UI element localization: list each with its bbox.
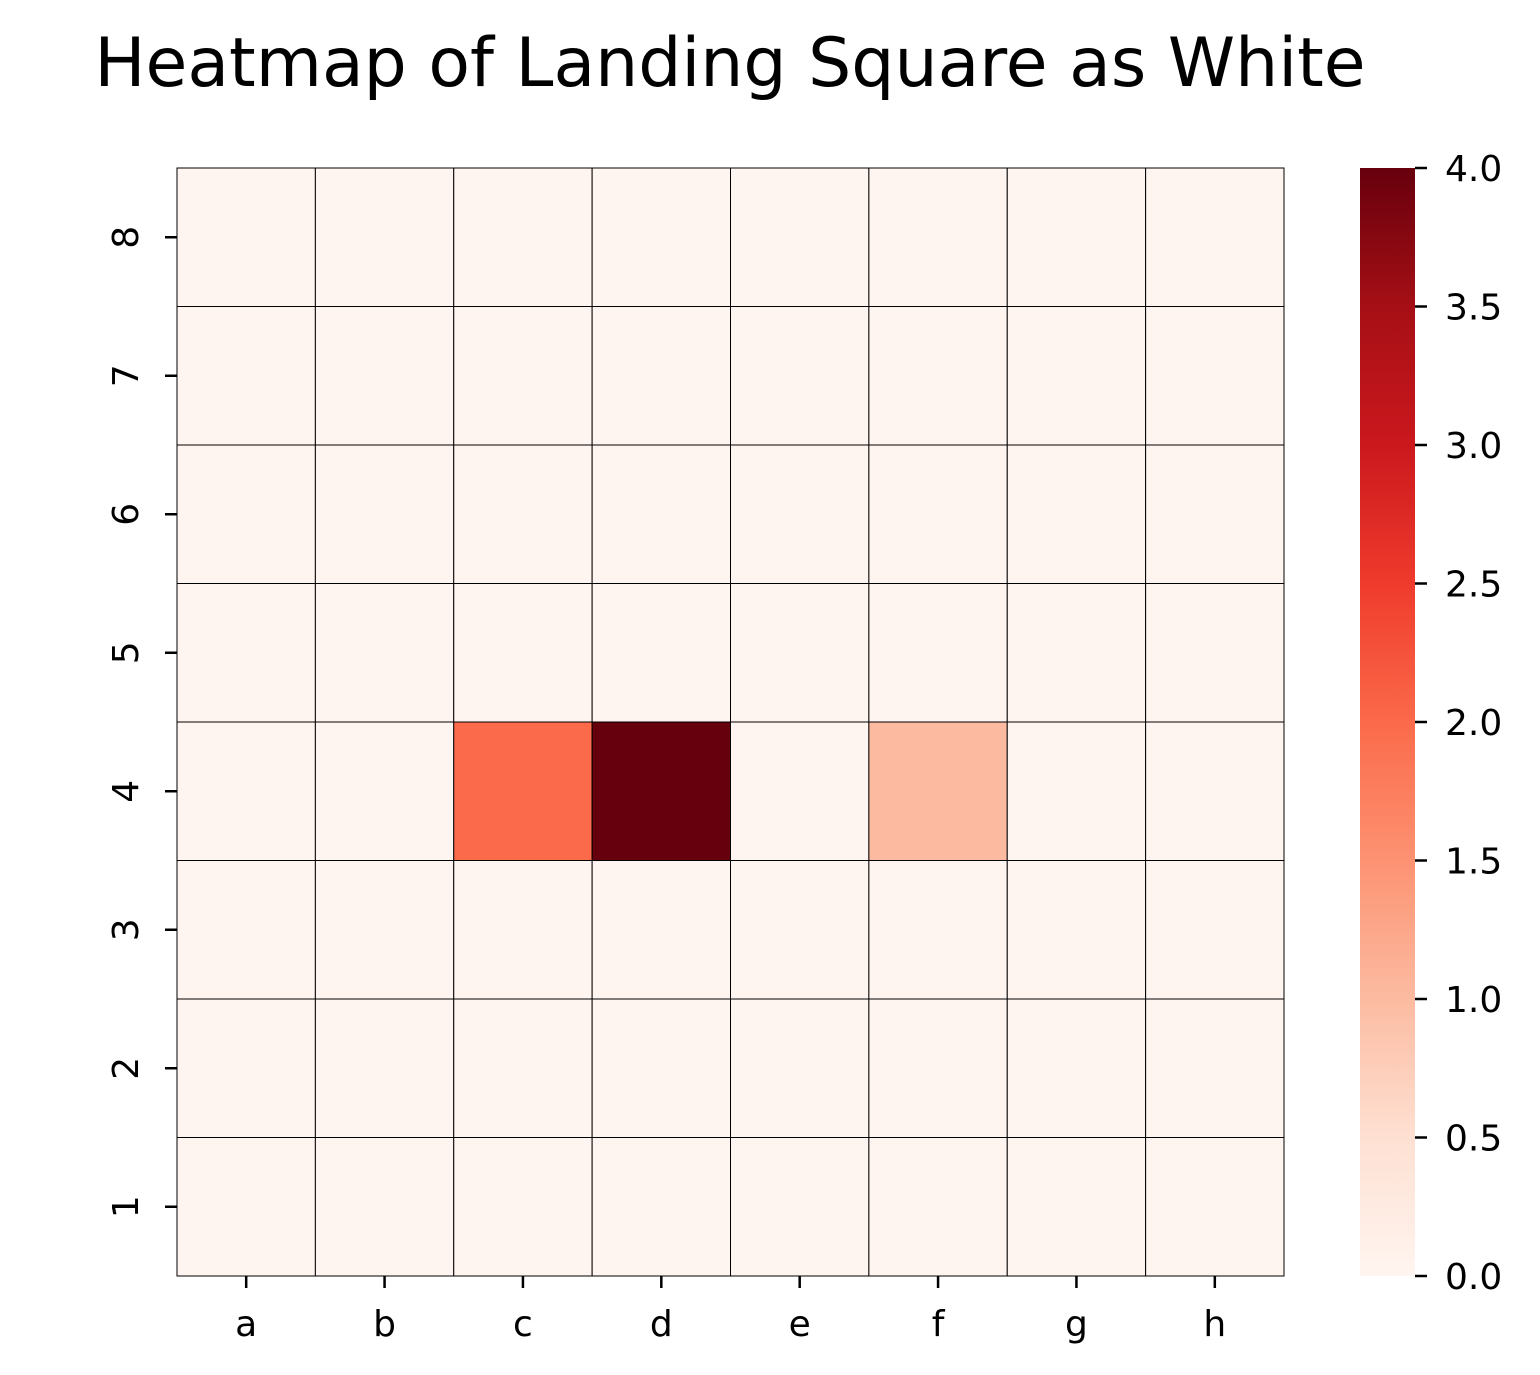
heatmap-cell-b4 — [314, 721, 455, 861]
heatmap-cell-a3 — [176, 860, 316, 1000]
heatmap-cell-h1 — [1145, 1137, 1285, 1277]
heatmap-cell-c6 — [453, 444, 593, 584]
heatmap-cell-e4 — [730, 721, 870, 861]
heatmap-cell-h5 — [1145, 583, 1285, 723]
heatmap-cell-b6 — [314, 444, 455, 584]
colorbar: 0.0 0.5 1.0 1.5 2.0 2.5 3.0 3.5 4.0 — [1360, 149, 1502, 1298]
heatmap-cell-a4 — [176, 721, 316, 861]
heatmap-cell-a8 — [176, 167, 316, 307]
heatmap-cell-d6 — [591, 444, 731, 584]
heatmap-cell-h7 — [1145, 306, 1285, 446]
y-axis: 8 7 6 5 4 3 2 1 — [106, 226, 177, 1218]
colorbar-tick-label-2.5: 2.5 — [1445, 565, 1502, 606]
heatmap-cell-d2 — [591, 998, 731, 1138]
heatmap-cell-c7 — [453, 306, 593, 446]
heatmap-cell-f6 — [868, 444, 1008, 584]
heatmap-cell-b2 — [314, 998, 455, 1138]
x-tick-label-b: b — [373, 1304, 396, 1345]
heatmap-cell-f4 — [868, 721, 1008, 861]
heatmap-cell-g7 — [1006, 306, 1147, 446]
heatmap-cell-f8 — [868, 167, 1008, 307]
heatmap-cell-d1 — [591, 1137, 731, 1277]
heatmap-cell-c2 — [453, 998, 593, 1138]
x-tick-label-e: e — [789, 1304, 811, 1345]
colorbar-tick-label-0.0: 0.0 — [1445, 1257, 1502, 1298]
heatmap-cell-e3 — [730, 860, 870, 1000]
colorbar-tick-label-1.5: 1.5 — [1445, 842, 1502, 883]
y-tick-label-6: 6 — [106, 503, 147, 526]
y-tick-label-4: 4 — [106, 780, 147, 803]
heatmap-cell-e5 — [730, 583, 870, 723]
heatmap-cell-b3 — [314, 860, 455, 1000]
colorbar-tick-label-3.5: 3.5 — [1445, 288, 1502, 329]
heatmap-cell-c4 — [453, 721, 593, 861]
colorbar-gradient — [1360, 168, 1415, 1276]
heatmap-cell-g8 — [1006, 167, 1147, 307]
heatmap-cell-a7 — [176, 306, 316, 446]
heatmap-cell-e2 — [730, 998, 870, 1138]
y-tick-label-3: 3 — [106, 918, 147, 941]
heatmap-cell-b1 — [314, 1137, 455, 1277]
x-tick-label-a: a — [235, 1304, 257, 1345]
heatmap-cell-d4 — [591, 721, 731, 861]
heatmap-cell-f5 — [868, 583, 1008, 723]
heatmap-cell-c1 — [453, 1137, 593, 1277]
x-axis: a b c d e f g h — [235, 1276, 1226, 1345]
heatmap-cell-b8 — [314, 167, 455, 307]
heatmap-cell-f2 — [868, 998, 1008, 1138]
heatmap-cell-g6 — [1006, 444, 1147, 584]
heatmap-cell-h2 — [1145, 998, 1285, 1138]
y-tick-label-1: 1 — [106, 1195, 147, 1218]
colorbar-tick-label-3.0: 3.0 — [1445, 426, 1502, 467]
heatmap-cell-a6 — [176, 444, 316, 584]
heatmap-cell-d3 — [591, 860, 731, 1000]
heatmap-cell-d5 — [591, 583, 731, 723]
heatmap-cell-h4 — [1145, 721, 1285, 861]
heatmap-cell-f3 — [868, 860, 1008, 1000]
heatmap-cell-c8 — [453, 167, 593, 307]
y-tick-label-2: 2 — [106, 1057, 147, 1080]
heatmap-cell-h6 — [1145, 444, 1285, 584]
heatmap-cells — [176, 167, 1285, 1277]
heatmap-cell-a5 — [176, 583, 316, 723]
heatmap-cell-g2 — [1006, 998, 1147, 1138]
heatmap-cell-d8 — [591, 167, 731, 307]
heatmap-cell-e7 — [730, 306, 870, 446]
colorbar-tick-label-2.0: 2.0 — [1445, 703, 1502, 744]
colorbar-ticks: 0.0 0.5 1.0 1.5 2.0 2.5 3.0 3.5 4.0 — [1415, 149, 1502, 1298]
x-tick-label-c: c — [513, 1304, 533, 1345]
heatmap-cell-g5 — [1006, 583, 1147, 723]
heatmap-cell-h8 — [1145, 167, 1285, 307]
heatmap-cell-g4 — [1006, 721, 1147, 861]
heatmap-cell-d7 — [591, 306, 731, 446]
colorbar-tick-label-1.0: 1.0 — [1445, 980, 1502, 1021]
heatmap-cell-f1 — [868, 1137, 1008, 1277]
y-tick-label-8: 8 — [106, 226, 147, 249]
x-tick-label-f: f — [932, 1304, 946, 1345]
heatmap-cell-e1 — [730, 1137, 870, 1277]
heatmap-cell-a2 — [176, 998, 316, 1138]
colorbar-tick-label-4.0: 4.0 — [1445, 149, 1502, 190]
heatmap-cell-b5 — [314, 583, 455, 723]
heatmap-cell-c5 — [453, 583, 593, 723]
heatmap-cell-g3 — [1006, 860, 1147, 1000]
y-tick-label-5: 5 — [106, 641, 147, 664]
heatmap-cell-e6 — [730, 444, 870, 584]
heatmap-cell-e8 — [730, 167, 870, 307]
heatmap-cell-f7 — [868, 306, 1008, 446]
y-tick-label-7: 7 — [106, 364, 147, 387]
heatmap-cell-g1 — [1006, 1137, 1147, 1277]
heatmap-cell-b7 — [314, 306, 455, 446]
x-tick-label-h: h — [1203, 1304, 1226, 1345]
heatmap-cell-c3 — [453, 860, 593, 1000]
chart-title: Heatmap of Landing Square as White — [94, 24, 1365, 103]
heatmap-cell-h3 — [1145, 860, 1285, 1000]
heatmap-cell-a1 — [176, 1137, 316, 1277]
x-tick-label-g: g — [1065, 1304, 1088, 1345]
x-tick-label-d: d — [650, 1304, 673, 1345]
colorbar-tick-label-0.5: 0.5 — [1445, 1119, 1502, 1160]
